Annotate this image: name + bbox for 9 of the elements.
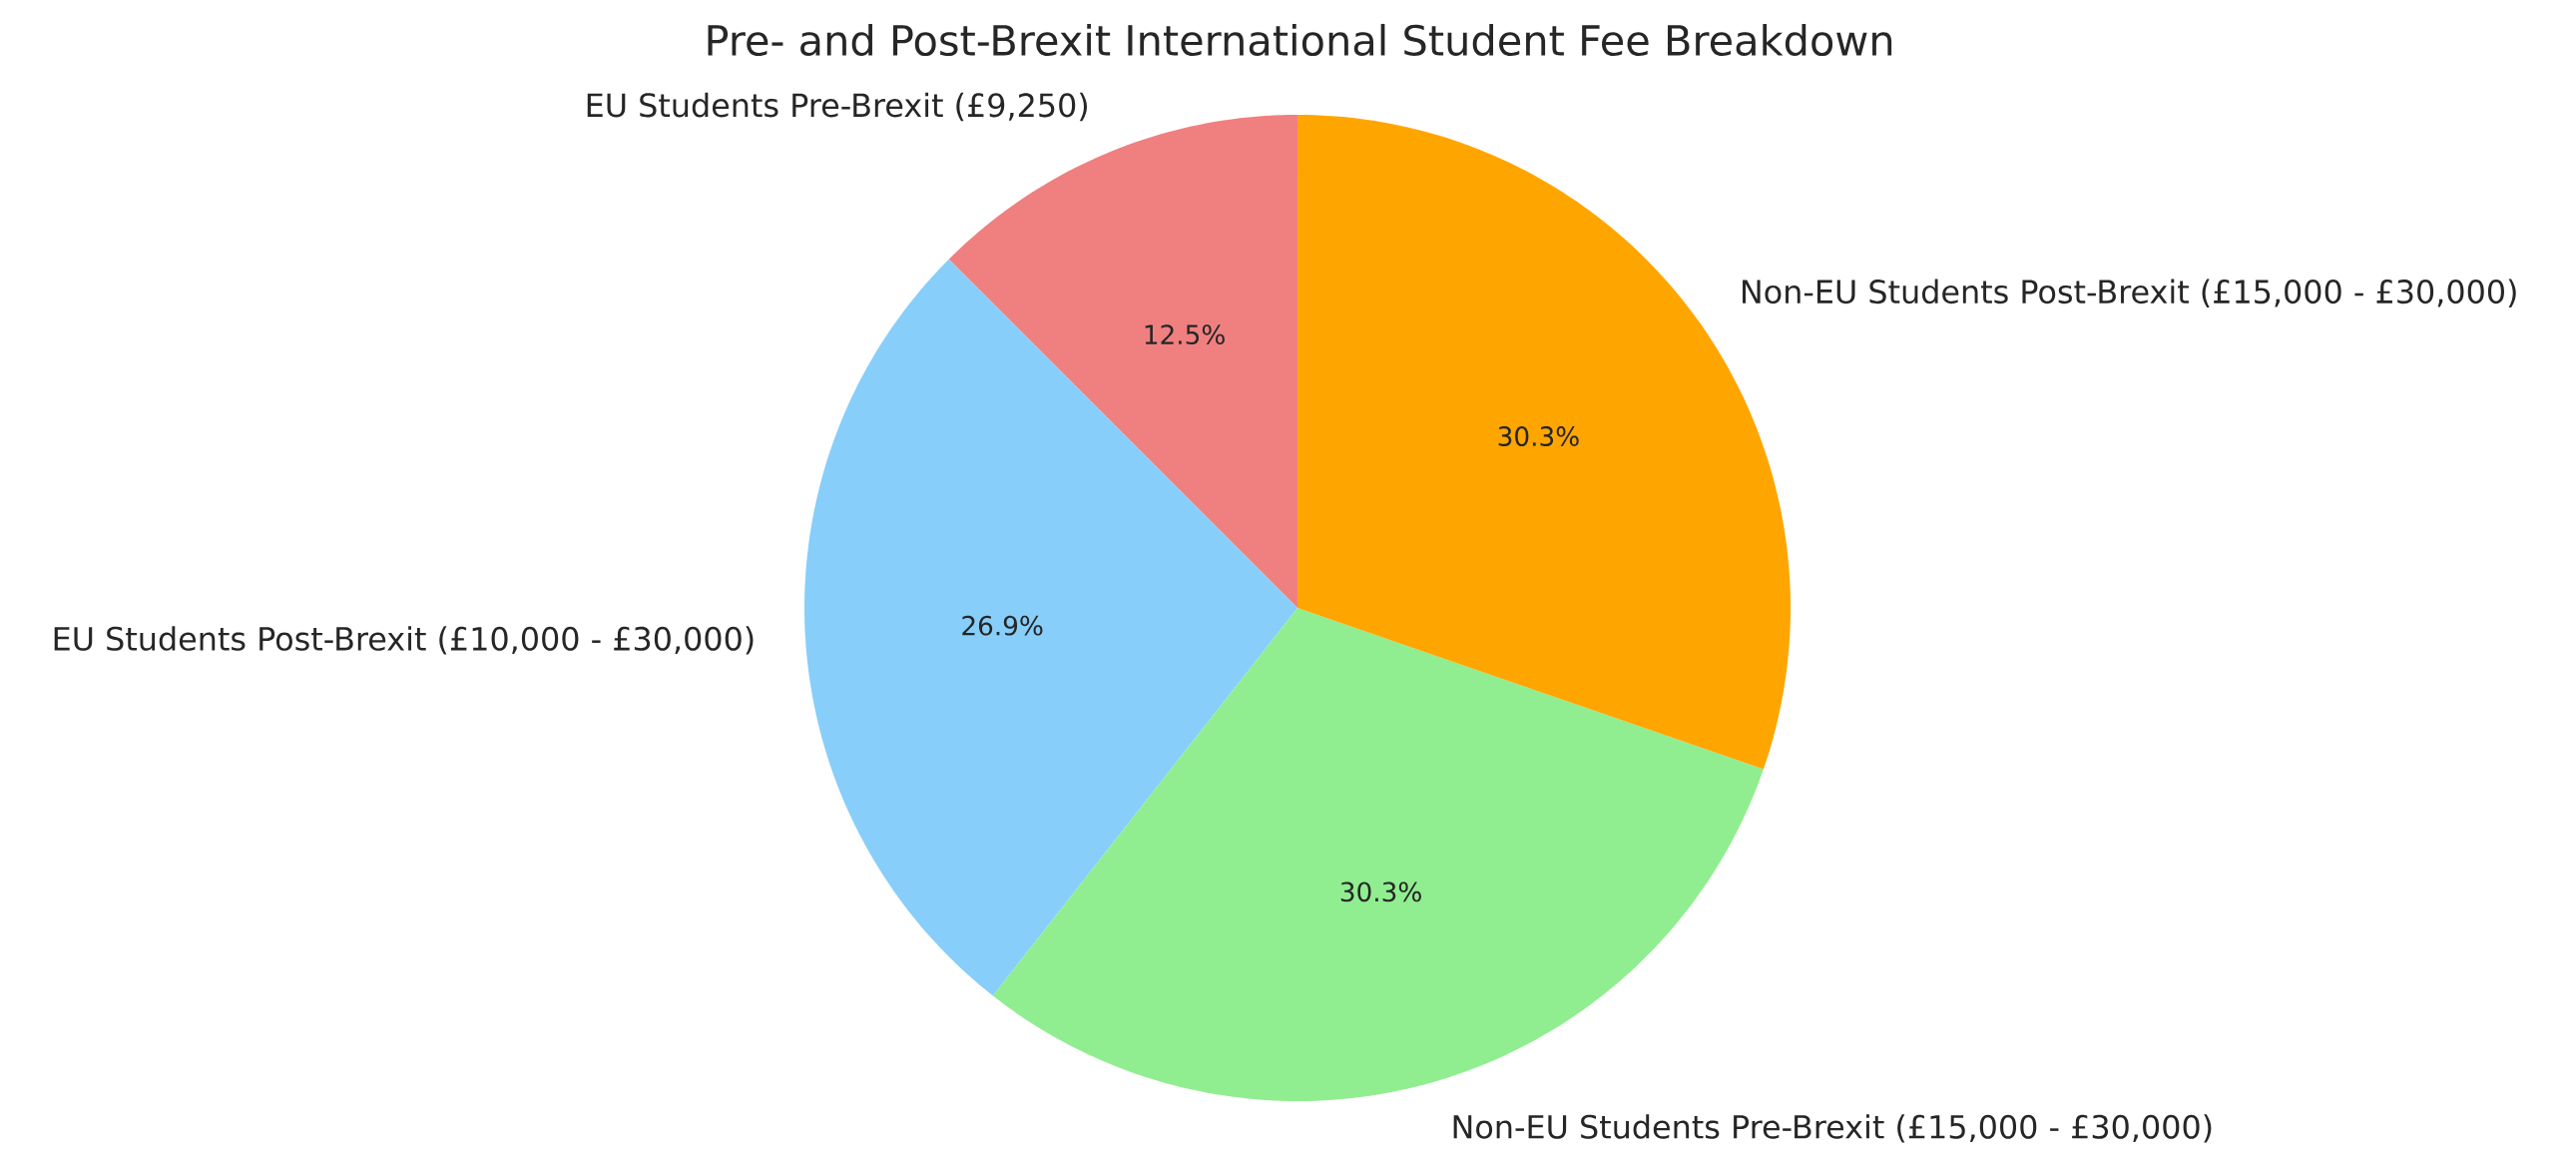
chart-title: Pre- and Post-Brexit International Student Fee Breakdown: [708, 23, 1892, 57]
slice-label: EU Students Pre-Brexit (£9,250): [587, 92, 1087, 122]
slice-label: EU Students Post-Brexit (£10,000 - £30,000): [54, 626, 754, 655]
data-label: 30.3%: [1498, 426, 1579, 446]
data-label: 12.5%: [1145, 324, 1225, 345]
slice-label: Non-EU Students Pre-Brexit (£15,000 - £30,000): [1453, 1114, 2212, 1143]
data-label: 26.9%: [962, 615, 1043, 636]
data-label: 30.3%: [1340, 881, 1421, 902]
slice-label: Non-EU Students Post-Brexit (£15,000 - £30,000): [1743, 279, 2516, 307]
